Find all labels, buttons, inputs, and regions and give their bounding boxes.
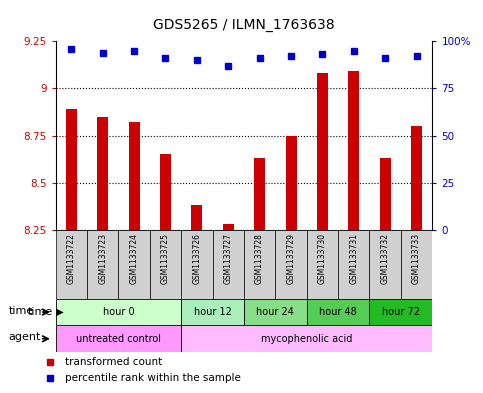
Text: transformed count: transformed count xyxy=(65,357,162,367)
Text: GSM1133729: GSM1133729 xyxy=(286,233,296,285)
Text: GSM1133730: GSM1133730 xyxy=(318,233,327,285)
Text: agent: agent xyxy=(8,332,41,342)
Bar xyxy=(56,299,181,325)
Bar xyxy=(338,230,369,299)
Bar xyxy=(317,73,328,230)
Bar xyxy=(160,154,171,230)
Bar xyxy=(97,117,108,230)
Bar xyxy=(150,230,181,299)
Bar xyxy=(380,158,391,230)
Bar xyxy=(244,299,307,325)
Bar xyxy=(128,122,140,230)
Text: GSM1133728: GSM1133728 xyxy=(255,233,264,284)
Bar xyxy=(411,126,422,230)
Text: hour 72: hour 72 xyxy=(382,307,420,317)
Bar xyxy=(191,206,202,230)
Bar xyxy=(56,325,181,352)
Text: hour 24: hour 24 xyxy=(256,307,294,317)
Text: percentile rank within the sample: percentile rank within the sample xyxy=(65,373,241,383)
Bar xyxy=(213,230,244,299)
Text: time: time xyxy=(28,307,53,317)
Text: GSM1133722: GSM1133722 xyxy=(67,233,76,284)
Bar xyxy=(275,230,307,299)
Text: hour 0: hour 0 xyxy=(102,307,134,317)
Bar xyxy=(401,230,432,299)
Text: GSM1133733: GSM1133733 xyxy=(412,233,421,285)
Text: GDS5265 / ILMN_1763638: GDS5265 / ILMN_1763638 xyxy=(153,18,335,32)
Bar xyxy=(244,230,275,299)
Text: GSM1133724: GSM1133724 xyxy=(129,233,139,285)
Bar xyxy=(369,299,432,325)
Bar xyxy=(56,230,87,299)
Text: GSM1133731: GSM1133731 xyxy=(349,233,358,285)
Bar xyxy=(254,158,265,230)
Text: untreated control: untreated control xyxy=(76,334,161,344)
Bar xyxy=(285,136,297,230)
Text: GSM1133723: GSM1133723 xyxy=(98,233,107,285)
Bar xyxy=(348,72,359,230)
Bar xyxy=(307,230,338,299)
Bar xyxy=(223,224,234,230)
Bar xyxy=(181,325,432,352)
Bar xyxy=(307,299,369,325)
Text: GSM1133726: GSM1133726 xyxy=(192,233,201,285)
Text: ▶: ▶ xyxy=(53,307,63,317)
Text: GSM1133727: GSM1133727 xyxy=(224,233,233,285)
Text: GSM1133732: GSM1133732 xyxy=(381,233,390,285)
Bar xyxy=(181,230,213,299)
Bar xyxy=(369,230,401,299)
Bar xyxy=(66,109,77,230)
Text: mycophenolic acid: mycophenolic acid xyxy=(261,334,353,344)
Text: GSM1133725: GSM1133725 xyxy=(161,233,170,285)
Bar xyxy=(87,230,118,299)
Text: time: time xyxy=(8,306,34,316)
Bar xyxy=(118,230,150,299)
Text: hour 48: hour 48 xyxy=(319,307,357,317)
Bar xyxy=(181,299,244,325)
Text: hour 12: hour 12 xyxy=(194,307,231,317)
